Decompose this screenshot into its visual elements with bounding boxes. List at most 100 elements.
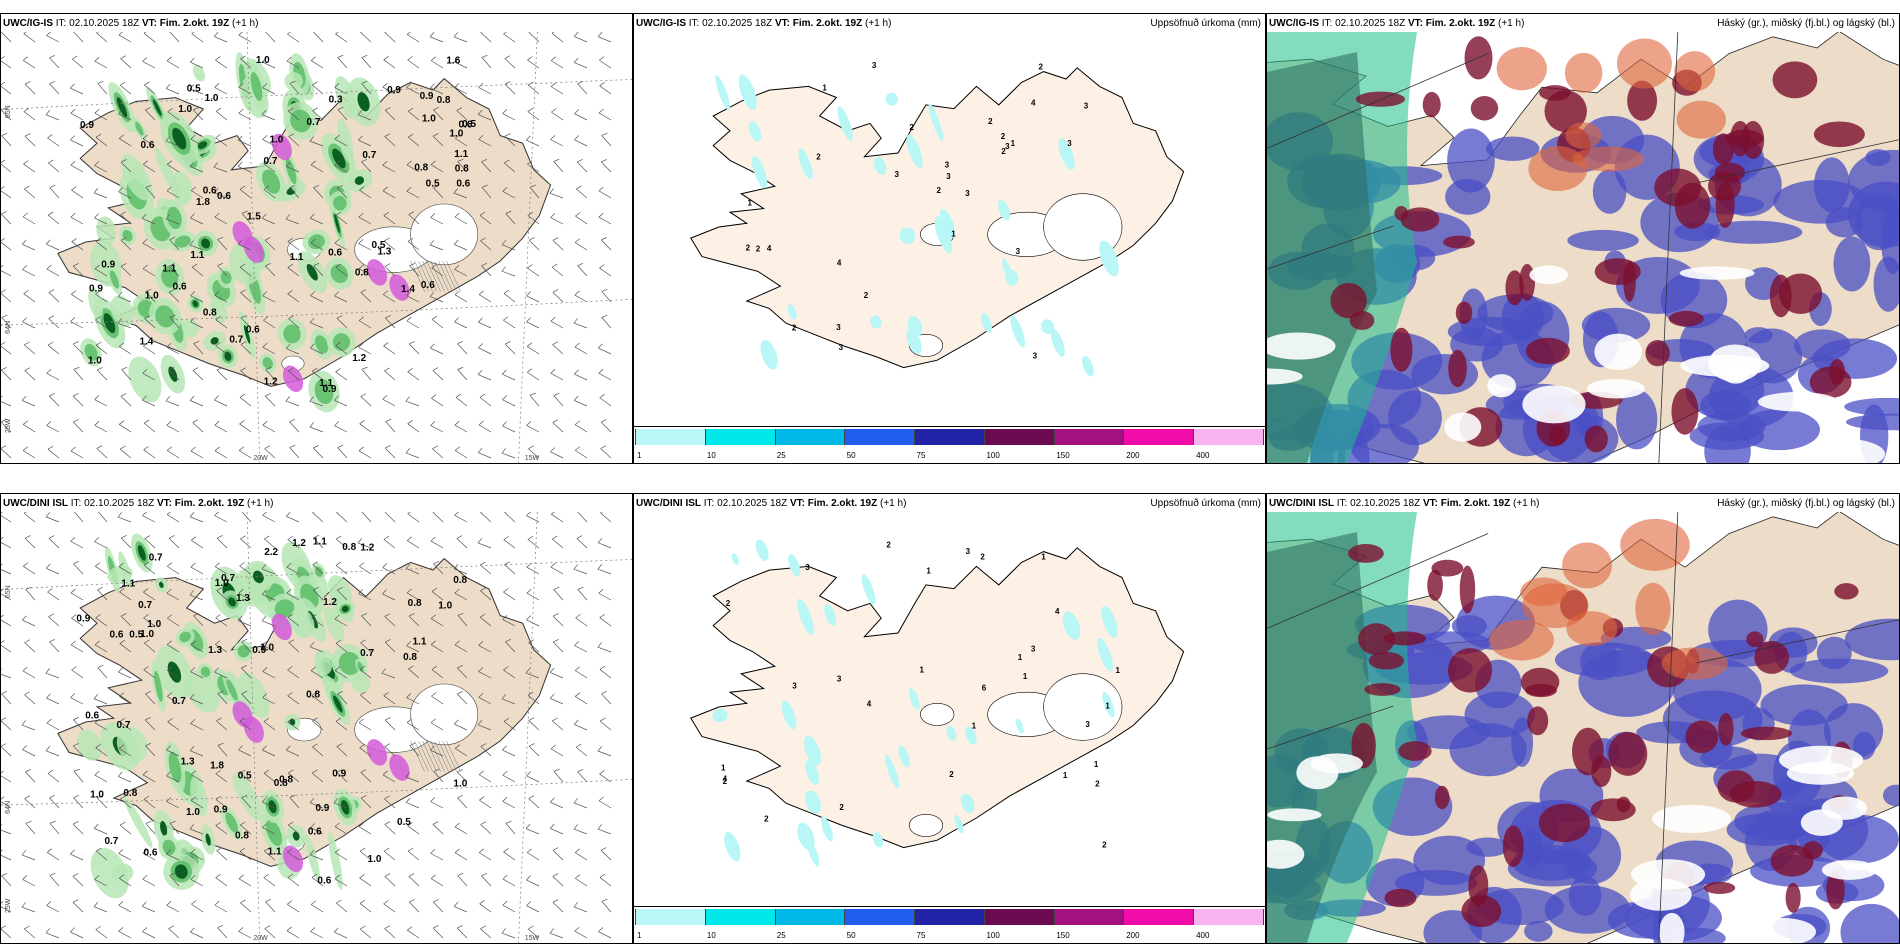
wind-barb — [238, 931, 252, 939]
precip-value-label: 1.1 — [121, 578, 135, 589]
wind-barb — [526, 291, 531, 297]
precip-value-label: 0.5 — [397, 817, 411, 828]
wind-barb — [143, 422, 156, 433]
wind-barb — [454, 57, 459, 63]
wind-barb — [45, 668, 51, 674]
wind-barb — [309, 850, 315, 856]
wind-barb — [120, 58, 132, 69]
wind-barb — [189, 240, 194, 246]
wind-barb — [599, 82, 605, 87]
wind-barb — [1, 569, 12, 575]
wind-barb — [119, 81, 126, 86]
wind-barb — [405, 448, 411, 454]
wind-barbs — [1, 32, 612, 459]
wind-barb — [45, 932, 60, 939]
wind-barb — [165, 88, 180, 95]
legend-tick: 75 — [916, 931, 926, 940]
wind-barb — [189, 395, 195, 401]
wind-barb — [23, 32, 27, 34]
wind-barb — [169, 314, 176, 318]
wind-barb — [382, 190, 396, 199]
wind-barb — [24, 798, 36, 809]
wind-barb — [265, 265, 276, 277]
wind-barb — [70, 592, 84, 601]
wind-barb — [239, 266, 252, 277]
wind-barb — [433, 560, 440, 565]
wind-barb — [264, 445, 271, 449]
wind-barb — [288, 136, 300, 147]
legend-swatch — [705, 909, 776, 925]
wind-barb — [167, 718, 173, 723]
wind-barb — [262, 291, 268, 296]
wind-barb — [477, 542, 492, 549]
precip-blob — [724, 831, 741, 862]
wind-barb — [264, 925, 271, 929]
wind-barb — [382, 563, 388, 568]
wind-barb — [502, 801, 516, 809]
wind-barb — [117, 318, 122, 324]
wind-barb — [23, 293, 36, 303]
wind-barb — [97, 795, 103, 799]
wind-barb — [481, 262, 488, 267]
wind-barb — [359, 562, 365, 567]
wind-barb — [359, 747, 372, 757]
wind-barb — [214, 399, 228, 407]
glacier — [920, 702, 955, 726]
wind-barb — [312, 512, 324, 523]
wind-barb — [190, 217, 204, 225]
wind-barb — [49, 797, 60, 809]
wind-barb — [431, 315, 438, 320]
panel-header: UWC/DINI ISL IT: 02.10.2025 18Z VT: Fim.… — [1269, 498, 1540, 509]
wind-barb — [455, 393, 462, 398]
wind-barb — [361, 512, 372, 523]
wind-barb — [119, 420, 125, 425]
wind-barb — [599, 394, 605, 399]
wind-barb — [477, 317, 483, 323]
wind-barb — [456, 110, 468, 121]
wind-barb — [577, 586, 584, 590]
wind-barb — [311, 691, 318, 696]
wind-barb — [239, 393, 246, 398]
wind-barb — [478, 693, 484, 698]
clear-sky — [1267, 332, 1336, 360]
precip-blob — [137, 545, 146, 561]
wind-barb — [142, 770, 148, 776]
precip-value-label: 2 — [1001, 132, 1006, 141]
wind-barb — [189, 400, 204, 407]
wind-barb — [334, 425, 348, 433]
wind-barb — [95, 614, 101, 619]
wind-barb — [430, 536, 436, 542]
mid-cloud — [1443, 235, 1475, 249]
wind-barb — [169, 875, 180, 887]
wind-barb — [94, 112, 108, 121]
wind-barb — [118, 342, 125, 347]
wind-barb — [310, 295, 324, 303]
wind-barb — [599, 264, 605, 269]
wind-barb — [501, 239, 507, 245]
wind-barb — [313, 187, 324, 199]
wind-barb — [192, 367, 199, 371]
wind-barb — [527, 160, 533, 165]
wind-barb — [528, 448, 540, 459]
precip-value-label: 4 — [1055, 607, 1060, 616]
wind-barb — [215, 345, 228, 355]
wind-barb — [478, 852, 492, 861]
wind-barb — [48, 395, 60, 407]
wind-barb — [529, 187, 540, 199]
wind-barb — [432, 901, 444, 913]
wind-barb — [193, 612, 200, 617]
precip-blob — [289, 718, 296, 726]
wind-barb — [217, 927, 228, 939]
wind-barb — [430, 83, 435, 89]
wind-barb — [238, 140, 252, 147]
wind-barb — [480, 590, 492, 601]
mid-cloud — [1829, 358, 1846, 386]
wind-barb — [239, 397, 252, 407]
wind-barb — [142, 399, 156, 407]
mid-cloud — [1785, 882, 1801, 913]
wind-barb — [143, 588, 149, 593]
wind-barb — [406, 718, 413, 723]
wind-barb — [432, 448, 444, 459]
wind-map: 65N 64N 25W 20W 15W 1.0 1.2 0.8 0.6 1.0 1.2 1.0 1.4 1… — [1, 32, 632, 463]
wind-barb — [145, 742, 152, 747]
